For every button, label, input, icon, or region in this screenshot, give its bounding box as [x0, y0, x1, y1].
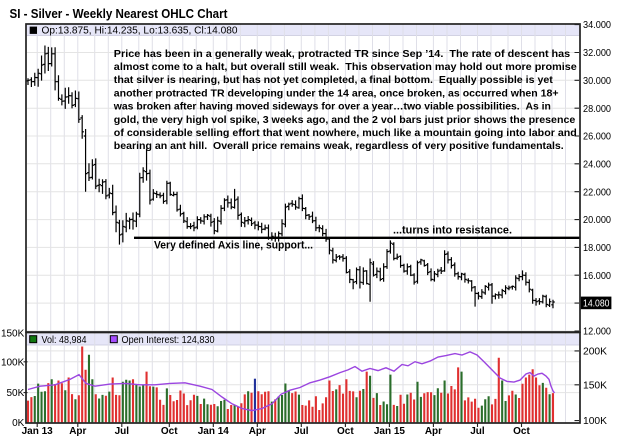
- svg-text:Vol: 48,984: Vol: 48,984: [42, 335, 87, 346]
- svg-text:Very defined Axis line, suppor: Very defined Axis line, support...: [154, 239, 313, 251]
- svg-text:16.000: 16.000: [583, 271, 611, 282]
- svg-text:Oct: Oct: [513, 426, 530, 437]
- svg-text:Open Interest: 124,830: Open Interest: 124,830: [122, 335, 215, 346]
- svg-text:was broken after having moved: was broken after having moved sideways f…: [113, 101, 551, 113]
- svg-text:another protracted TR developi: another protracted TR developing under t…: [114, 87, 559, 99]
- svg-text:Jan 13: Jan 13: [22, 426, 54, 437]
- svg-text:22.000: 22.000: [583, 187, 611, 198]
- svg-text:18.000: 18.000: [583, 243, 611, 254]
- svg-text:100K: 100K: [1, 357, 25, 368]
- svg-text:...turns into resistance.: ...turns into resistance.: [393, 225, 512, 237]
- svg-text:SI - Silver - Weekly Nearest O: SI - Silver - Weekly Nearest OHLC Chart: [10, 6, 229, 21]
- svg-text:14.080: 14.080: [583, 298, 610, 309]
- svg-text:50K: 50K: [7, 388, 25, 399]
- svg-text:28.000: 28.000: [583, 104, 611, 115]
- svg-text:Jul: Jul: [470, 426, 485, 437]
- svg-text:Apr: Apr: [425, 426, 442, 437]
- svg-text:Jul: Jul: [294, 426, 309, 437]
- svg-text:32.000: 32.000: [583, 48, 611, 59]
- svg-text:Oct: Oct: [161, 426, 178, 437]
- svg-text:Op:13.875, Hi:14.235, Lo:13.63: Op:13.875, Hi:14.235, Lo:13.635, Cl:14.0…: [42, 26, 238, 37]
- svg-text:24.000: 24.000: [583, 159, 611, 170]
- svg-text:Price has been in a generally: Price has been in a generally weak, prot…: [114, 48, 571, 60]
- svg-text:Jan 15: Jan 15: [374, 426, 406, 437]
- svg-text:that silver is nearing, but ha: that silver is nearing, but has not yet …: [114, 74, 554, 86]
- svg-text:20.000: 20.000: [583, 215, 611, 226]
- svg-text:150K: 150K: [583, 380, 607, 391]
- svg-text:0K: 0K: [12, 418, 25, 429]
- svg-text:150K: 150K: [1, 328, 25, 339]
- svg-text:100K: 100K: [583, 416, 607, 427]
- svg-text:26.000: 26.000: [583, 132, 611, 143]
- svg-text:Apr: Apr: [69, 426, 86, 437]
- svg-text:34.000: 34.000: [583, 20, 611, 31]
- svg-text:bearing an ant hill. Overall: bearing an ant hill. Overall price remai…: [114, 140, 564, 152]
- svg-text:Oct: Oct: [337, 426, 354, 437]
- svg-text:Jan 14: Jan 14: [198, 426, 230, 437]
- svg-text:of considerable selling effort: of considerable selling effort that went…: [114, 127, 577, 139]
- svg-text:12.000: 12.000: [583, 327, 611, 338]
- svg-text:Apr: Apr: [249, 426, 266, 437]
- svg-text:gold, the very high vol spike,: gold, the very high vol spike, 3 weeks a…: [114, 114, 576, 126]
- svg-text:Jul: Jul: [115, 426, 130, 437]
- svg-text:almost come to a halt, but ove: almost come to a halt, but overall still…: [114, 61, 577, 73]
- svg-text:30.000: 30.000: [583, 76, 611, 87]
- svg-text:200K: 200K: [583, 347, 607, 358]
